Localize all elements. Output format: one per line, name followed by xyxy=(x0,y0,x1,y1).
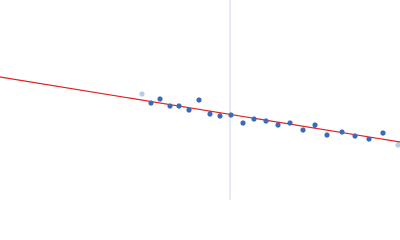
chart xyxy=(0,0,400,200)
data-point xyxy=(207,111,213,117)
data-point xyxy=(287,120,293,126)
data-point xyxy=(167,103,173,109)
data-point xyxy=(196,97,202,103)
data-point xyxy=(339,129,345,135)
data-point xyxy=(275,122,281,128)
data-point xyxy=(217,113,223,119)
data-point xyxy=(139,91,145,97)
page: (() => { const data = JSON.parse(documen… xyxy=(0,0,400,200)
data-point xyxy=(366,136,372,142)
data-point xyxy=(324,132,330,138)
data-point xyxy=(380,130,386,136)
data-point xyxy=(251,116,257,122)
data-point xyxy=(312,122,318,128)
data-point xyxy=(263,118,269,124)
data-point xyxy=(395,142,400,148)
data-point xyxy=(352,133,358,139)
data-point xyxy=(240,120,246,126)
data-point xyxy=(228,112,234,118)
data-point xyxy=(148,100,154,106)
data-point xyxy=(176,103,182,109)
data-point xyxy=(186,107,192,113)
data-point xyxy=(157,96,163,102)
fit-line xyxy=(0,76,400,143)
data-point xyxy=(300,127,306,133)
